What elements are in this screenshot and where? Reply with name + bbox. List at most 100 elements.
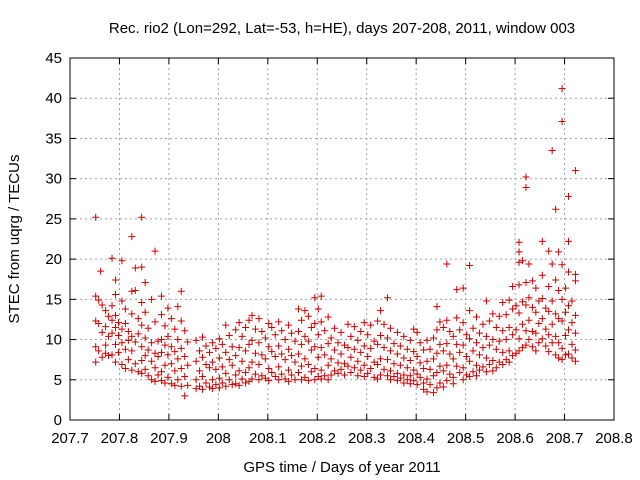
- data-point: [499, 299, 507, 307]
- data-point: [248, 375, 256, 383]
- data-point: [218, 340, 226, 348]
- data-point: [151, 247, 159, 255]
- data-point: [98, 353, 106, 361]
- data-point: [413, 370, 421, 378]
- data-point: [304, 312, 312, 320]
- data-point: [196, 347, 204, 355]
- data-point: [307, 368, 315, 376]
- data-point: [148, 295, 156, 303]
- data-point: [571, 357, 579, 365]
- data-point: [459, 364, 467, 372]
- data-point: [205, 348, 213, 356]
- data-point: [390, 373, 398, 381]
- data-point: [202, 360, 210, 368]
- data-point: [105, 332, 113, 340]
- data-point: [334, 339, 342, 347]
- data-point: [97, 267, 105, 275]
- data-point: [515, 238, 523, 246]
- data-point: [386, 367, 394, 375]
- data-point: [275, 363, 283, 371]
- data-point: [215, 354, 223, 362]
- data-point: [485, 341, 493, 349]
- data-point: [128, 366, 136, 374]
- data-point: [502, 336, 510, 344]
- data-point: [157, 336, 165, 344]
- data-point: [449, 355, 457, 363]
- data-point: [121, 345, 129, 353]
- data-point: [515, 281, 523, 289]
- data-point: [568, 319, 576, 327]
- data-point: [255, 360, 263, 368]
- data-point: [522, 327, 530, 335]
- data-point: [177, 287, 185, 295]
- data-point: [383, 356, 391, 364]
- data-point: [171, 381, 179, 389]
- data-point: [118, 297, 126, 305]
- data-point: [505, 358, 513, 366]
- data-point: [469, 324, 477, 332]
- data-point: [108, 302, 116, 310]
- data-point: [317, 292, 325, 300]
- data-point: [118, 360, 126, 368]
- data-point: [360, 361, 368, 369]
- data-point: [102, 341, 110, 349]
- data-point: [396, 374, 404, 382]
- data-point: [558, 261, 566, 269]
- data-point: [344, 320, 352, 328]
- data-point: [327, 371, 335, 379]
- data-point: [446, 350, 454, 358]
- data-point: [499, 348, 507, 356]
- data-point: [144, 372, 152, 380]
- data-point: [555, 354, 563, 362]
- data-point: [449, 373, 457, 381]
- data-point: [528, 277, 536, 285]
- data-point: [463, 371, 471, 379]
- data-point: [423, 388, 431, 396]
- data-point: [228, 361, 236, 369]
- data-point: [151, 318, 159, 326]
- data-point: [205, 364, 213, 372]
- data-point: [413, 352, 421, 360]
- data-point: [485, 360, 493, 368]
- data-point: [367, 321, 375, 329]
- data-point: [350, 323, 358, 331]
- data-point: [515, 248, 523, 256]
- data-point: [377, 355, 385, 363]
- data-point: [439, 323, 447, 331]
- data-point: [95, 319, 103, 327]
- data-point: [317, 375, 325, 383]
- data-point: [108, 329, 116, 337]
- data-point: [565, 350, 573, 358]
- data-point: [321, 351, 329, 359]
- data-point: [403, 345, 411, 353]
- y-tick-label: 25: [45, 211, 62, 228]
- data-point: [410, 377, 418, 385]
- x-axis-label: GPS time / Days of year 2011: [243, 459, 440, 476]
- data-point: [571, 167, 579, 175]
- data-point: [446, 328, 454, 336]
- data-point: [406, 356, 414, 364]
- x-tick-label: 208.4: [397, 430, 435, 447]
- data-point: [354, 372, 362, 380]
- data-point: [238, 375, 246, 383]
- data-point: [364, 331, 372, 339]
- data-point: [453, 314, 461, 322]
- data-point: [242, 347, 250, 355]
- data-point: [161, 341, 169, 349]
- data-point: [433, 369, 441, 377]
- data-point: [164, 373, 172, 381]
- data-point: [420, 379, 428, 387]
- data-point: [433, 349, 441, 357]
- data-point: [128, 310, 136, 318]
- data-point: [439, 383, 447, 391]
- data-points: [92, 85, 579, 400]
- data-point: [271, 373, 279, 381]
- data-point: [294, 369, 302, 377]
- y-tick-label: 0: [54, 412, 62, 429]
- data-point: [463, 331, 471, 339]
- data-point: [307, 346, 315, 354]
- data-point: [542, 325, 550, 333]
- data-point: [555, 339, 563, 347]
- data-point: [291, 376, 299, 384]
